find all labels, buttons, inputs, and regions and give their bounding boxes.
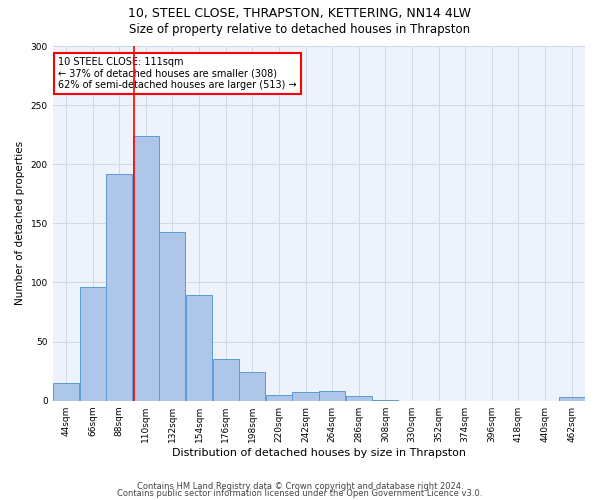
Bar	[292, 392, 319, 400]
Text: Contains public sector information licensed under the Open Government Licence v3: Contains public sector information licen…	[118, 490, 482, 498]
Y-axis label: Number of detached properties: Number of detached properties	[15, 142, 25, 306]
Bar	[239, 372, 265, 400]
Bar	[559, 397, 585, 400]
Bar	[266, 395, 292, 400]
Bar	[106, 174, 132, 400]
X-axis label: Distribution of detached houses by size in Thrapston: Distribution of detached houses by size …	[172, 448, 466, 458]
Text: Size of property relative to detached houses in Thrapston: Size of property relative to detached ho…	[130, 22, 470, 36]
Bar	[186, 296, 212, 401]
Text: 10, STEEL CLOSE, THRAPSTON, KETTERING, NN14 4LW: 10, STEEL CLOSE, THRAPSTON, KETTERING, N…	[128, 8, 472, 20]
Bar	[212, 360, 239, 401]
Bar	[53, 383, 79, 400]
Bar	[346, 396, 372, 400]
Bar	[319, 391, 345, 400]
Bar	[80, 287, 106, 401]
Text: Contains HM Land Registry data © Crown copyright and database right 2024.: Contains HM Land Registry data © Crown c…	[137, 482, 463, 491]
Text: 10 STEEL CLOSE: 111sqm
← 37% of detached houses are smaller (308)
62% of semi-de: 10 STEEL CLOSE: 111sqm ← 37% of detached…	[58, 56, 296, 90]
Bar	[133, 136, 159, 400]
Bar	[160, 232, 185, 400]
